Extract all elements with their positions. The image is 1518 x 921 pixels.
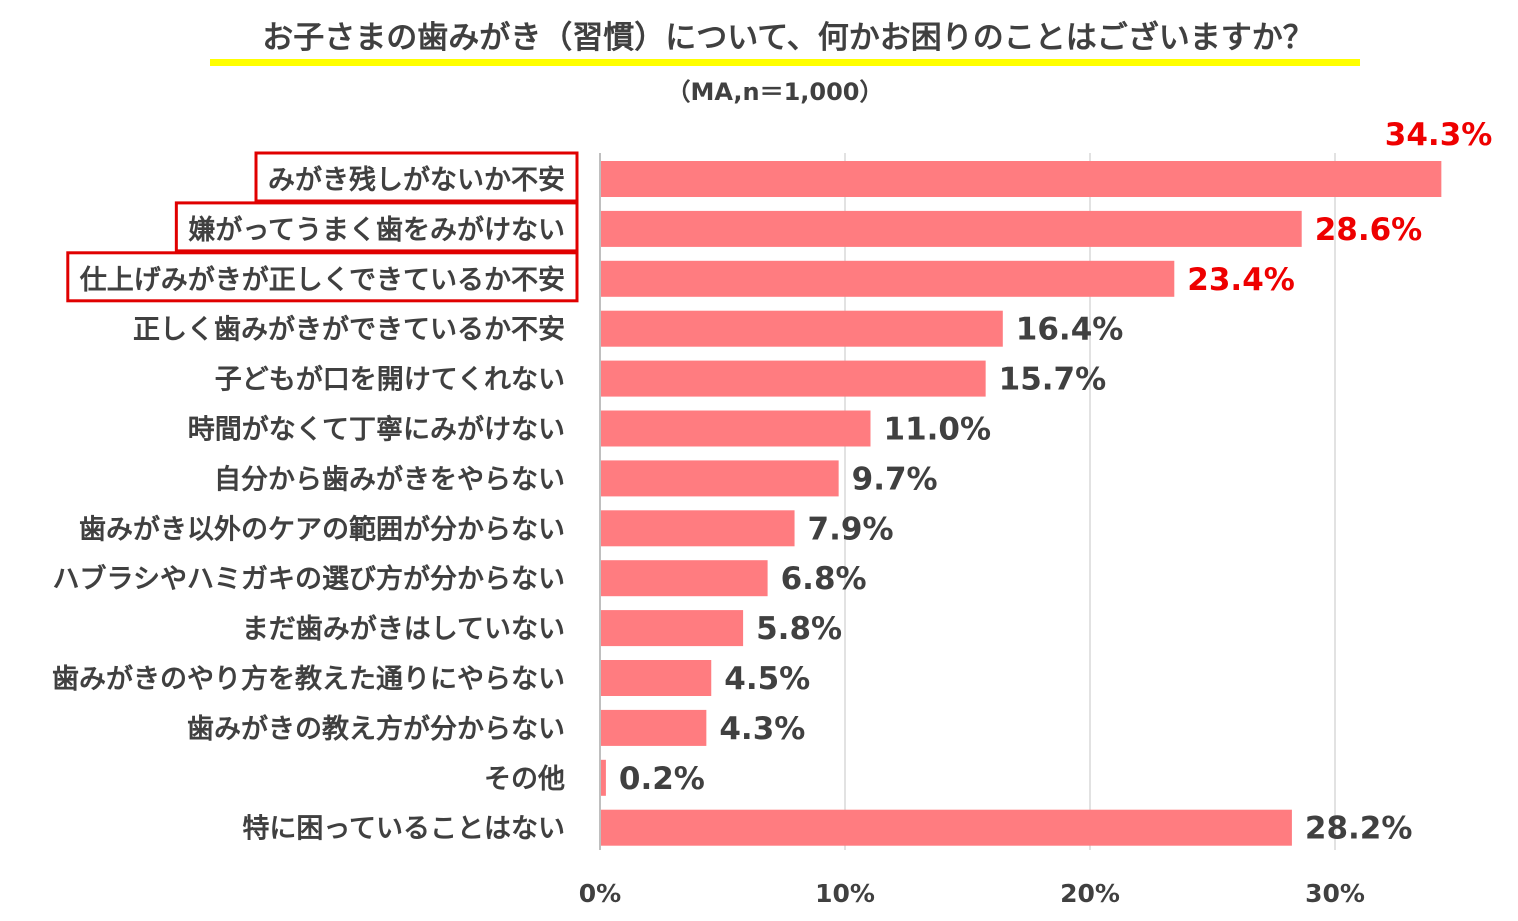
chart-title: お子さまの歯みがき（習慣）について、何かお困りのことはございますか？: [262, 20, 1314, 56]
value-label: 4.5%: [724, 661, 810, 697]
bar: [601, 210, 1302, 247]
category-label: 時間がなくて丁寧にみがけない: [188, 414, 565, 446]
highlight-boxes: [66, 151, 579, 303]
bar: [601, 759, 606, 796]
bar: [601, 809, 1292, 846]
value-label: 4.3%: [719, 711, 805, 747]
category-label: その他: [484, 764, 565, 795]
bar: [601, 610, 744, 647]
highlight-box: [174, 201, 579, 253]
bar: [601, 460, 839, 497]
value-label: 11.0%: [884, 412, 992, 448]
bar: [601, 360, 986, 397]
category-label: 歯みがきのやり方を教えた通りにやらない: [52, 663, 565, 695]
category-label: 子どもが口を開けてくれない: [215, 364, 565, 396]
highlight-box: [254, 151, 579, 203]
x-tick-label: 0%: [579, 879, 621, 908]
category-label: 仕上げみがきが正しくできているか不安: [79, 264, 565, 296]
value-label: 28.2%: [1305, 811, 1413, 847]
bar: [601, 560, 768, 597]
value-label: 5.8%: [756, 611, 842, 647]
category-labels: みがき残しがないか不安嫌がってうまく歯をみがけない仕上げみがきが正しくできている…: [52, 164, 565, 845]
highlight-box: [66, 251, 579, 303]
category-label: ハブラシやハミガキの選び方が分からない: [53, 563, 565, 595]
bar: [601, 410, 871, 447]
gridlines: [844, 153, 1336, 850]
category-label: 特に困っていることはない: [242, 814, 565, 845]
category-label: 正しく歯みがきができているか不安: [133, 314, 565, 346]
value-label: 16.4%: [1016, 312, 1124, 348]
category-label: 自分から歯みがきをやらない: [214, 463, 565, 495]
value-labels: 34.3% 28.6% 23.4% 16.4% 15.7%11.0% 9.7% 7.9% 6.…: [619, 117, 1492, 847]
value-label: 15.7%: [999, 362, 1107, 398]
bar: [601, 161, 1442, 197]
value-label: 9.7%: [852, 461, 938, 497]
value-label: 7.9%: [808, 511, 894, 547]
x-tick-label: 10%: [815, 879, 875, 908]
bar: [601, 709, 707, 746]
category-label: 歯みがきの教え方が分からない: [187, 713, 565, 745]
x-tick-label: 20%: [1060, 879, 1120, 908]
category-label: まだ歯みがきはしていない: [242, 613, 565, 645]
bar: [601, 260, 1175, 297]
bar: [601, 310, 1003, 347]
x-tick-label: 30%: [1305, 879, 1365, 908]
chart-subtitle: （MA,n＝1,000）: [666, 78, 884, 106]
title-underline: [210, 59, 1360, 66]
category-label: 歯みがき以外のケアの範囲が分からない: [79, 513, 565, 545]
bar: [601, 510, 795, 547]
value-label: 34.3%: [1385, 117, 1493, 153]
value-label: 28.6%: [1315, 212, 1423, 248]
bars: [601, 161, 1442, 846]
x-tick-labels: 0% 10% 20% 30%: [579, 879, 1365, 908]
category-label: みがき残しがないか不安: [268, 164, 565, 196]
value-label: 0.2%: [619, 761, 705, 797]
value-label: 23.4%: [1187, 262, 1295, 298]
value-label: 6.8%: [781, 561, 867, 597]
category-label: 嫌がってうまく歯をみがけない: [188, 214, 565, 246]
bar: [601, 660, 712, 696]
